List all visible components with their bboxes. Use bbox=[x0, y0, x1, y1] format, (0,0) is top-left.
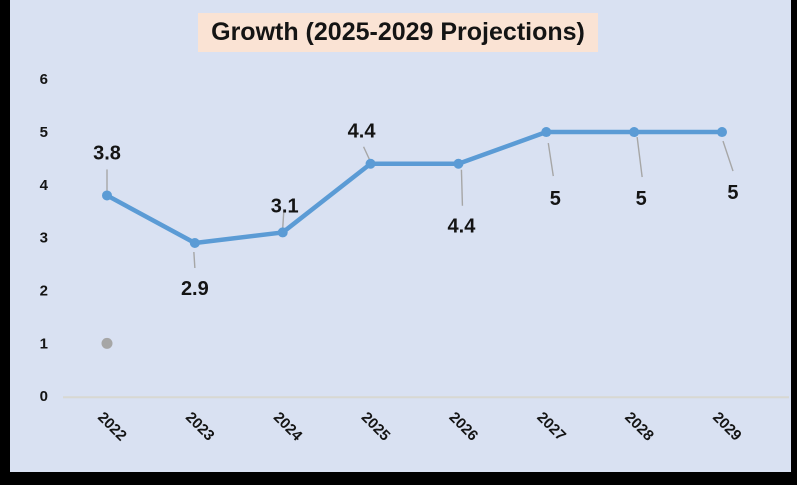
y-tick-label: 6 bbox=[40, 71, 48, 88]
growth-point-marker bbox=[102, 190, 112, 201]
x-tick-label: 2028 bbox=[621, 409, 657, 445]
y-tick-label: 4 bbox=[40, 177, 49, 194]
growth-point-marker bbox=[629, 127, 640, 138]
data-label: 4.4 bbox=[348, 121, 377, 143]
x-tick-label: 2029 bbox=[709, 409, 745, 445]
y-tick-label: 2 bbox=[40, 283, 48, 300]
data-label: 3.8 bbox=[93, 142, 121, 164]
data-label-leader-line bbox=[636, 136, 643, 178]
data-label-leader-line bbox=[460, 169, 464, 206]
data-label: 3.1 bbox=[271, 195, 299, 217]
y-tick-label: 0 bbox=[40, 388, 48, 405]
growth-line bbox=[104, 129, 725, 246]
data-label: 2.9 bbox=[181, 278, 209, 300]
y-tick-label: 3 bbox=[40, 230, 48, 247]
growth-point-marker bbox=[365, 158, 376, 169]
data-label: 5 bbox=[727, 182, 738, 204]
y-tick-label: 5 bbox=[40, 124, 48, 141]
x-tick-label: 2026 bbox=[446, 409, 482, 445]
secondary-point-marker bbox=[101, 337, 113, 349]
data-label-leader-line bbox=[547, 142, 554, 177]
data-label: 5 bbox=[550, 188, 561, 210]
data-label: 4.4 bbox=[448, 216, 477, 238]
chart-canvas: 0 1 2 3 4 5 6 2022 2023 2024 2025 2026 2027 2028 2029 3… bbox=[40, 71, 789, 445]
data-label-leader-line bbox=[722, 140, 734, 172]
growth-point-marker bbox=[277, 227, 288, 238]
chart-title: Growth (2025-2029 Projections) bbox=[198, 13, 598, 52]
x-tick-label: 2027 bbox=[533, 409, 569, 445]
x-tick-label: 2023 bbox=[182, 409, 218, 445]
data-label-leader-line bbox=[362, 146, 371, 161]
data-label-leader-line bbox=[193, 251, 196, 269]
data-label-leader-line bbox=[282, 212, 285, 229]
data-label: 5 bbox=[636, 188, 647, 210]
growth-point-marker bbox=[716, 127, 727, 138]
growth-point-marker bbox=[453, 158, 464, 169]
growth-point-marker bbox=[189, 237, 200, 248]
growth-point-marker bbox=[541, 127, 552, 138]
x-tick-label: 2024 bbox=[270, 409, 306, 445]
x-tick-label: 2022 bbox=[94, 409, 130, 445]
x-tick-label: 2025 bbox=[358, 409, 394, 445]
y-tick-label: 1 bbox=[40, 335, 48, 352]
